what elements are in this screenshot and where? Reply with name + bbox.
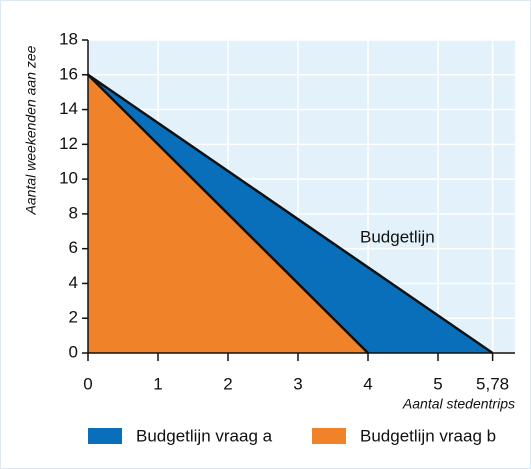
x-tick-label: 1 [153,374,162,393]
annotation: Budgetlijn [360,227,435,246]
y-tick-label: 18 [59,29,78,48]
y-tick-label: 14 [59,99,78,118]
legend-label: Budgetlijn vraag a [136,426,273,445]
line [87,73,494,355]
legend-swatch [312,428,346,444]
y-tick-label: 10 [59,169,78,188]
x-axis-label: Aantal stedentrips [402,396,515,412]
y-tick-label: 2 [69,308,78,327]
y-axis-label: Aantal weekenden aan zee [23,45,39,215]
x-tick-label: 5,78 [476,374,509,393]
x-tick-label: 5 [433,374,442,393]
y-tick-label: 8 [69,203,78,222]
y-tick-label: 16 [59,64,78,83]
y-tick-label: 0 [69,342,78,361]
legend-swatch [88,428,122,444]
y-tick-label: 12 [59,134,78,153]
x-tick-label: 0 [83,374,92,393]
x-tick-label: 4 [363,374,372,393]
y-tick-label: 6 [69,238,78,257]
line [87,73,369,354]
legend-label: Budgetlijn vraag b [360,426,496,445]
y-tick-label: 4 [69,273,78,292]
x-tick-label: 3 [293,374,302,393]
x-tick-label: 2 [223,374,232,393]
